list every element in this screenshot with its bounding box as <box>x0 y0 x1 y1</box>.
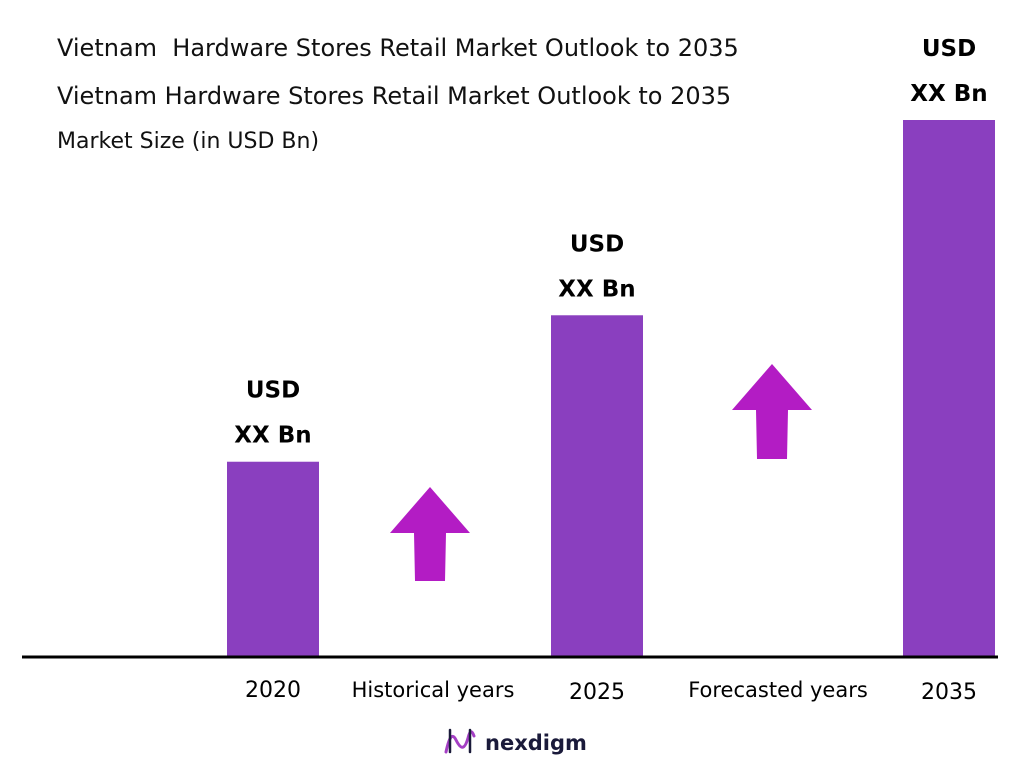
x-tick-label-2035: 2035 <box>921 680 977 705</box>
growth-arrow-forecasted-up-arrow-icon <box>732 364 812 459</box>
bar-2025 <box>551 315 643 657</box>
bar-2020 <box>227 461 319 657</box>
period-label-forecasted: Forecasted years <box>688 678 868 702</box>
brand-logo: nexdigm <box>444 728 587 755</box>
data-label-2025-value: XX Bn <box>558 276 635 302</box>
data-label-2035-value: XX Bn <box>910 81 987 107</box>
period-label-historical: Historical years <box>352 678 515 702</box>
chart-title-line-1: Vietnam Hardware Stores Retail Market Ou… <box>57 34 739 62</box>
data-label-2035-currency: USD <box>922 36 976 62</box>
chart-subtitle: Market Size (in USD Bn) <box>57 129 319 154</box>
data-label-2020-value: XX Bn <box>234 423 311 449</box>
data-label-2020-currency: USD <box>246 378 300 404</box>
x-tick-label-2020: 2020 <box>245 678 301 703</box>
labels-layer: USD XX Bn 2020 USD XX Bn 2025 USD XX Bn 2035 <box>234 36 987 705</box>
x-tick-label-2025: 2025 <box>569 680 625 705</box>
brand-name: nexdigm <box>485 731 587 755</box>
nexdigm-logo-icon-stroke <box>448 728 472 754</box>
bars-layer <box>227 120 995 657</box>
growth-arrow-historical-up-arrow-icon <box>390 487 470 581</box>
arrows-layer <box>390 364 812 581</box>
chart-title-line-2: Vietnam Hardware Stores Retail Market Ou… <box>57 82 731 110</box>
data-label-2025-currency: USD <box>570 231 624 257</box>
bar-2035 <box>903 120 995 657</box>
